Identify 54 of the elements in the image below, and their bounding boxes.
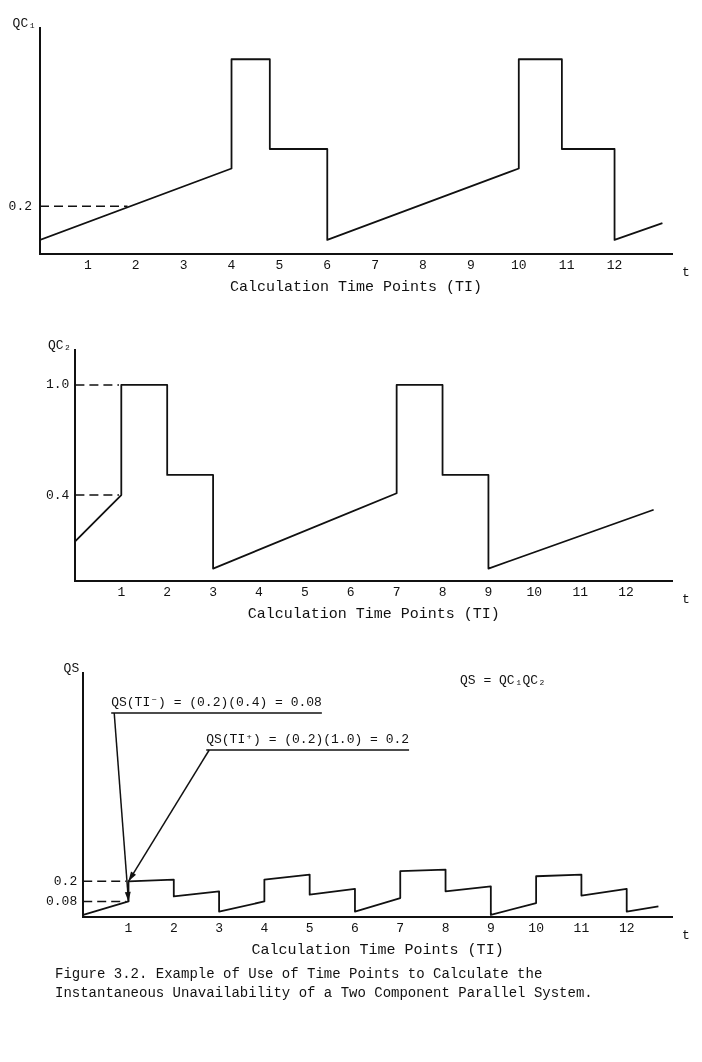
- y-tick-label: 1.0: [46, 377, 70, 393]
- x-tick-label: 6: [346, 584, 355, 600]
- y-axis-title: QC₁: [12, 15, 36, 31]
- x-tick-label: 10: [526, 584, 543, 600]
- x-axis-title: Calculation Time Points (TI): [251, 941, 504, 959]
- x-tick-label: 4: [260, 920, 269, 936]
- x-tick-label: 9: [484, 584, 493, 600]
- x-tick-label: 2: [131, 257, 140, 273]
- annotation: QS = QC₁QC₂: [460, 673, 546, 689]
- y-axis-title: QS: [63, 660, 80, 676]
- x-tick-label: 1: [83, 257, 92, 273]
- y-tick-label: 0.08: [45, 893, 78, 909]
- x-tick-label: 4: [227, 257, 236, 273]
- x-tick-label: 11: [558, 257, 575, 273]
- x-tick-label: 12: [606, 257, 623, 273]
- x-tick-label: 2: [169, 920, 178, 936]
- x-axis-title: Calculation Time Points (TI): [229, 278, 483, 296]
- x-tick-label: 10: [528, 920, 544, 936]
- y-tick-label: 0.2: [53, 873, 78, 889]
- x-tick-label: 9: [467, 257, 475, 273]
- text: t: [682, 264, 690, 280]
- x-tick-label: 7: [392, 584, 401, 600]
- x-tick-label: 1: [124, 920, 133, 936]
- ref-line-label: 0.2: [8, 198, 32, 214]
- x-tick-label: 6: [351, 920, 359, 936]
- y-tick-label: 0.4: [46, 487, 70, 503]
- caption: Figure 3.2. Example of Use of Time Points to Calculate the Instantaneous Unavailability of a Two Component Parallel System.: [55, 965, 594, 1003]
- x-tick-label: 2: [163, 584, 172, 600]
- x-tick-label: 11: [572, 584, 589, 600]
- x-tick-label: 5: [275, 257, 284, 273]
- x-tick-label: 1: [117, 584, 126, 600]
- x-tick-label: 3: [179, 257, 188, 273]
- x-tick-label: 12: [618, 584, 634, 600]
- x-tick-label: 3: [209, 584, 217, 600]
- x-tick-label: 8: [441, 920, 450, 936]
- x-tick-label: 8: [438, 584, 447, 600]
- x-tick-label: 6: [323, 257, 332, 273]
- x-tick-label: 5: [305, 920, 314, 936]
- x-tick-label: 7: [396, 920, 405, 936]
- x-tick-label: 5: [300, 584, 309, 600]
- x-tick-label: 12: [618, 920, 635, 936]
- x-tick-label: 4: [255, 584, 264, 600]
- x-tick-label: 11: [573, 920, 590, 936]
- y-axis-title: QC₂: [48, 337, 72, 353]
- x-tick-label: 3: [215, 920, 223, 936]
- x-axis-title: Calculation Time Points (TI): [247, 605, 500, 623]
- x-tick-label: 10: [510, 257, 527, 273]
- x-tick-label: 7: [371, 257, 380, 273]
- text: t: [682, 927, 690, 943]
- x-tick-label: 8: [419, 257, 427, 273]
- annotation: QS(TI⁻) = (0.2)(0.4) = 0.08: [111, 694, 322, 710]
- annotation: QS(TI⁺) = (0.2)(1.0) = 0.2: [206, 731, 410, 747]
- x-tick-label: 9: [486, 920, 495, 936]
- text: t: [682, 591, 690, 607]
